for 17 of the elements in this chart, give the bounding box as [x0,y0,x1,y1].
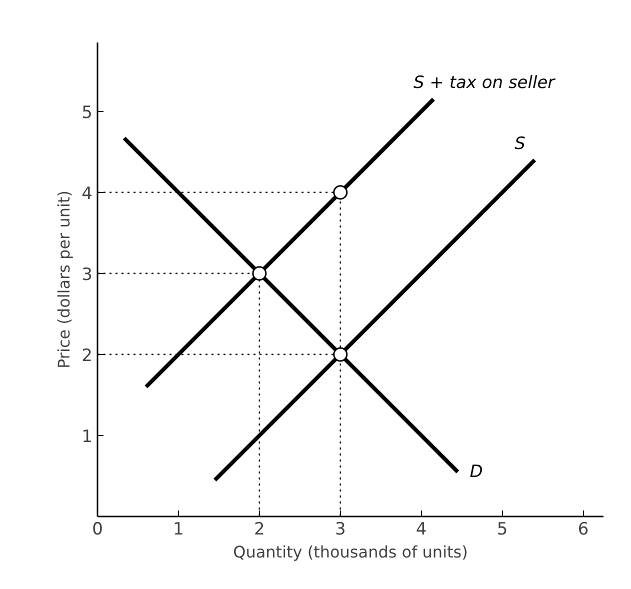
x-tick-label: 5 [496,520,508,540]
y-tick-label: 3 [82,264,93,285]
x-axis-title: Quantity (thousands of units) [233,542,468,562]
x-tick-label: 1 [173,520,184,540]
x-tick-label: 4 [416,520,427,540]
x-tick-label: 3 [334,520,346,540]
y-tick-label: 4 [82,184,93,204]
y-tick-label: 1 [82,426,93,447]
x-tick-label: 6 [578,520,589,540]
x-tick-label: 0 [92,520,103,540]
y-axis-title: Price (dollars per unit) [54,190,74,368]
y-tick-label: 2 [82,346,93,366]
series-label: S [514,134,526,154]
y-tick-label: 5 [82,102,93,123]
series-label: S + tax on seller [413,73,556,94]
series-label: D [470,462,483,482]
x-tick-label: 2 [254,520,265,540]
